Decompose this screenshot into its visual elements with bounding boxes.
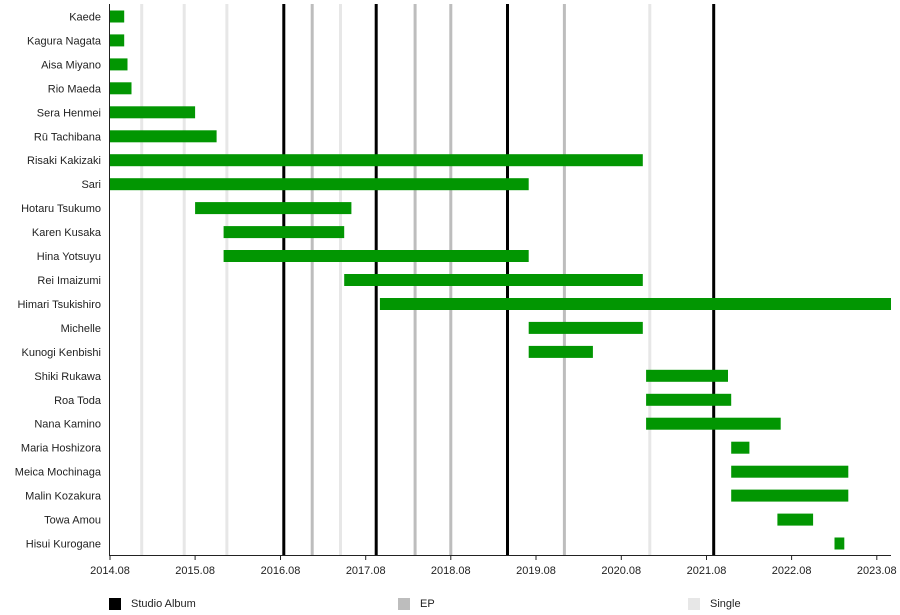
member-label-shiki-rukawa: Shiki Rukawa [34, 371, 102, 383]
legend-label-studio-album: Studio Album [131, 598, 196, 610]
x-tick-label-2014-08: 2014.08 [90, 565, 130, 577]
bar-roa-toda [646, 393, 732, 406]
member-label-aisa-miyano: Aisa Miyano [41, 59, 101, 71]
member-label-risaki-kakizaki: Risaki Kakizaki [27, 155, 101, 167]
bar-risaki-kakizaki [110, 154, 643, 167]
bar-hisui-kurogane [834, 537, 845, 550]
legend-swatch-ep [398, 598, 410, 610]
legend-label-single: Single [710, 598, 741, 610]
member-label-meica-mochinaga: Meica Mochinaga [15, 467, 102, 479]
member-label-hina-yotsuyu: Hina Yotsuyu [37, 251, 101, 263]
member-label-sera-henmei: Sera Henmei [37, 107, 101, 119]
legend-label-ep: EP [420, 598, 435, 610]
x-axis: 2014.08 2015.08 2016.08 2017.08 2018.08 2019.… [90, 4, 897, 577]
legend-studio-album: Studio Album [109, 597, 196, 611]
bar-karen-kusaka [223, 226, 345, 239]
bar-kaede [110, 10, 125, 23]
x-tick-label-2023-08: 2023.08 [857, 565, 897, 577]
legend-swatch-studio-album [109, 598, 121, 610]
legend-swatch-single [688, 598, 700, 610]
member-label-himari-tsukishiro: Himari Tsukishiro [17, 299, 101, 311]
member-label-rio-maeda: Rio Maeda [48, 83, 102, 95]
x-tick-label-2021-08: 2021.08 [687, 565, 727, 577]
member-label-towa-amou: Towa Amou [44, 515, 101, 527]
member-label-roa-toda: Roa Toda [54, 395, 102, 407]
member-label-ru-tachibana: Rū Tachibana [34, 131, 102, 143]
member-labels: Kaede Kagura Nagata Aisa Miyano Rio Maeda Se… [15, 12, 102, 551]
bar-towa-amou [777, 513, 814, 526]
bar-himari-tsukishiro [379, 298, 891, 310]
x-tick-label-2019-08: 2019.08 [516, 565, 556, 577]
member-label-rei-imaizumi: Rei Imaizumi [37, 275, 101, 287]
member-label-hisui-kurogane: Hisui Kurogane [26, 539, 101, 551]
bar-hotaru-tsukumo [195, 202, 352, 215]
x-tick-label-2022-08: 2022.08 [772, 565, 812, 577]
x-tick-label-2020-08: 2020.08 [601, 565, 641, 577]
member-label-kagura-nagata: Kagura Nagata [27, 35, 102, 47]
member-label-hotaru-tsukumo: Hotaru Tsukumo [21, 203, 101, 215]
bar-malin-kozakura [731, 489, 849, 502]
bar-sari [110, 178, 529, 191]
bar-aisa-miyano [110, 58, 128, 71]
bar-rei-imaizumi [344, 274, 643, 286]
bar-kunogi-kenbishi [528, 345, 593, 358]
bar-nana-kamino [646, 417, 781, 430]
bar-rio-maeda [110, 82, 132, 95]
member-label-nana-kamino: Nana Kamino [34, 419, 101, 431]
release-lines [140, 4, 716, 555]
x-tick-label-2015-08: 2015.08 [175, 565, 215, 577]
bar-michelle [528, 321, 643, 334]
bar-sera-henmei [110, 106, 196, 119]
bar-kagura-nagata [110, 34, 125, 47]
member-label-michelle: Michelle [61, 323, 101, 335]
legend-ep: EP [398, 597, 435, 611]
bar-hina-yotsuyu [223, 250, 529, 262]
legend-single: Single [688, 597, 741, 611]
x-tick-label-2016-08: 2016.08 [261, 565, 301, 577]
member-label-sari: Sari [81, 179, 101, 191]
bar-meica-mochinaga [731, 465, 849, 478]
bar-ru-tachibana [110, 130, 217, 143]
member-label-kunogi-kenbishi: Kunogi Kenbishi [21, 347, 101, 359]
x-tick-label-2018-08: 2018.08 [431, 565, 471, 577]
bar-maria-hoshizora [731, 441, 750, 454]
bar-shiki-rukawa [646, 369, 728, 382]
member-bars [110, 10, 891, 550]
x-tick-label-2017-08: 2017.08 [346, 565, 386, 577]
member-label-karen-kusaka: Karen Kusaka [32, 227, 102, 239]
member-label-malin-kozakura: Malin Kozakura [25, 491, 102, 503]
member-label-maria-hoshizora: Maria Hoshizora [21, 443, 102, 455]
member-label-kaede: Kaede [69, 12, 101, 24]
